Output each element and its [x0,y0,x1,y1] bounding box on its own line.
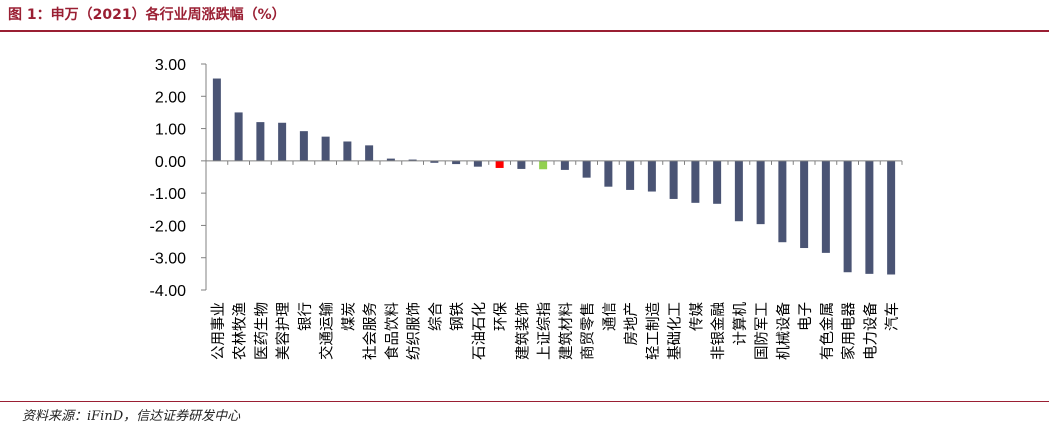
y-tick-label: -1.00 [150,186,187,203]
y-tick-label: -2.00 [150,218,187,235]
x-tick-label: 有色金属 [819,302,836,360]
bar-chart: 3.00 2.00 1.00 0.00 -1.00 -2.00 -3.00 -4.00 公用事… [150,57,903,360]
x-tick-label: 交通运输 [318,302,336,360]
x-tick-label: 计算机 [732,302,749,346]
bar [278,122,287,161]
bar [256,122,265,161]
x-tick-label: 食品饮料 [384,302,401,360]
x-tick-label: 银行 [297,302,314,331]
bar [539,160,548,170]
bar [647,160,656,192]
bar [386,158,395,161]
x-tick-label: 钢铁 [449,302,466,331]
bar [234,112,243,161]
bar [691,160,700,203]
bar [452,160,461,165]
x-tick-label: 建筑材料 [558,302,575,360]
bar [821,160,830,253]
x-tick-label: 基础化工 [667,302,684,360]
x-tick-label: 传媒 [688,302,705,331]
x-tick-label: 环保 [493,302,510,331]
x-tick-label: 上证综指 [536,302,553,360]
bar [887,160,896,275]
bar [713,160,722,204]
x-tick-label: 医药生物 [253,302,270,360]
bar [560,160,569,170]
x-tick-label: 轻工制造 [645,302,662,360]
bar [365,145,374,161]
bar [212,78,221,161]
x-tick-label: 通信 [601,302,618,331]
source-divider [0,401,1049,402]
x-tick-label: 公用事业 [210,302,227,360]
x-tick-label: 商贸零售 [580,302,597,360]
x-tick-label: 非银金融 [710,302,727,360]
y-tick-label: 1.00 [155,122,186,139]
bar [865,160,874,274]
bar [430,160,439,163]
bar [473,160,482,167]
x-tick-label: 石油石化 [471,302,488,360]
x-tick-label: 汽车 [884,302,901,331]
x-tick-label: 房地产 [623,302,640,346]
x-tick-label: 建筑装饰 [514,302,531,360]
x-tick-label: 机械设备 [775,302,792,360]
x-tick-label: 农林牧渔 [232,302,249,360]
bar [299,131,308,161]
figure-title: 图 1：申万（2021）各行业周涨跌幅（%） [8,7,286,23]
bar [778,160,787,243]
y-axis: 3.00 2.00 1.00 0.00 -1.00 -2.00 -3.00 -4.00 [150,57,207,300]
bar [582,160,591,178]
x-tick-label: 综合 [427,302,444,331]
bars [212,78,896,275]
x-tick-label: 社会服务 [362,302,379,360]
y-tick-label: 2.00 [155,89,186,106]
y-tick-label: 0.00 [155,154,186,171]
x-tick-label: 煤炭 [340,302,357,331]
bar [321,136,330,161]
bar [517,160,526,169]
x-tick-label: 纺织服饰 [406,302,423,360]
bar [604,160,613,187]
source-note: 资料来源：iFinD，信达证券研发中心 [22,409,241,424]
x-tick-label: 电力设备 [862,302,879,360]
title-bar [0,0,1049,32]
bar [343,141,352,161]
bar [756,160,765,225]
y-tick-label: -3.00 [150,251,187,268]
bar [800,160,809,249]
bar [734,160,743,222]
bar [626,160,635,190]
x-tick-label: 国防军工 [754,302,771,360]
bar [408,159,417,161]
y-tick-label: 3.00 [155,57,186,74]
bar [843,160,852,273]
bar [495,160,504,168]
x-tick-label: 家用电器 [841,302,858,360]
y-tick-label: -4.00 [150,283,187,300]
x-tick-label: 美容护理 [275,302,292,360]
x-axis: 公用事业 农林牧渔 医药生物 美容护理 银行 交通运输 煤炭 社会服务 食品饮料 纺织服饰 综合 钢铁… [206,160,903,360]
x-tick-label: 电子 [797,302,814,331]
bar [669,160,678,199]
